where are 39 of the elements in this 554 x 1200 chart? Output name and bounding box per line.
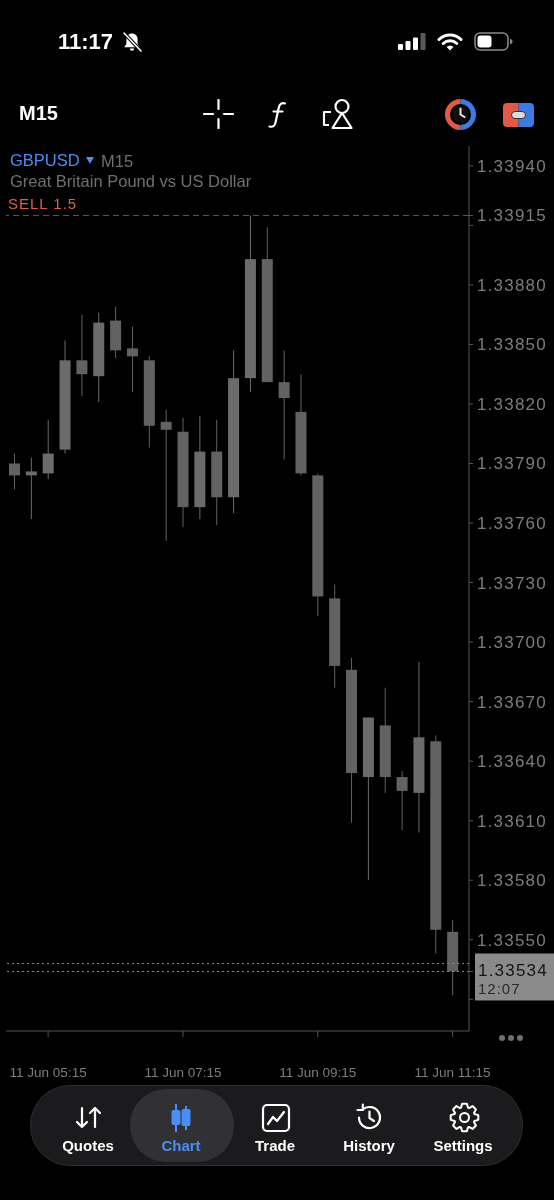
x-tick-label: 11 Jun 09:15 (279, 1065, 357, 1080)
candlestick (25, 457, 37, 520)
text: 12:07 (478, 980, 521, 998)
y-tick-label: 1.33610 (477, 811, 547, 831)
y-tick-label: 1.33580 (477, 871, 547, 891)
y-tick-label: 1.33820 (477, 394, 547, 414)
text: Chart (160, 1137, 202, 1155)
annotation: M15 (101, 151, 134, 171)
text: 11:17 (58, 29, 114, 55)
candlestick (9, 453, 20, 490)
candlestick (396, 770, 408, 832)
y-tick-label: 1.33850 (477, 335, 547, 355)
candlestick (160, 409, 172, 542)
y-tick-label: 1.33670 (477, 692, 547, 712)
x-tick-label: 11 Jun 05:15 (9, 1065, 87, 1080)
chart-title: GBPUSD (10, 150, 80, 170)
y-tick-label: 1.33760 (477, 514, 547, 534)
y-tick-label: 1.33640 (477, 752, 547, 772)
text: Quotes (61, 1137, 115, 1155)
text: History (342, 1137, 396, 1155)
y-tick-label: 1.33550 (477, 930, 547, 950)
y-tick-label: 1.33700 (477, 633, 547, 653)
y-tick-label: 1.33534 (478, 961, 548, 981)
y-tick-label: 1.33730 (477, 573, 547, 593)
ref-line-label: SELL 1.5 (8, 195, 78, 213)
y-tick-label: 1.33880 (477, 275, 547, 295)
text: Great Britain Pound vs US Dollar (10, 171, 252, 191)
candlestick (42, 419, 54, 480)
y-tick-label: 1.33915 (477, 206, 547, 226)
candlestick (76, 314, 88, 397)
y-tick-label: 1.33790 (477, 454, 547, 474)
text: Settings (432, 1137, 494, 1155)
x-tick-label: 11 Jun 07:15 (144, 1065, 222, 1080)
text: M15 (19, 101, 58, 125)
candlestick (126, 326, 138, 393)
text: Trade (254, 1137, 296, 1155)
y-tick-label: 1.33940 (477, 156, 547, 176)
x-tick-label: 11 Jun 11:15 (414, 1065, 491, 1080)
candlestick (278, 349, 290, 461)
